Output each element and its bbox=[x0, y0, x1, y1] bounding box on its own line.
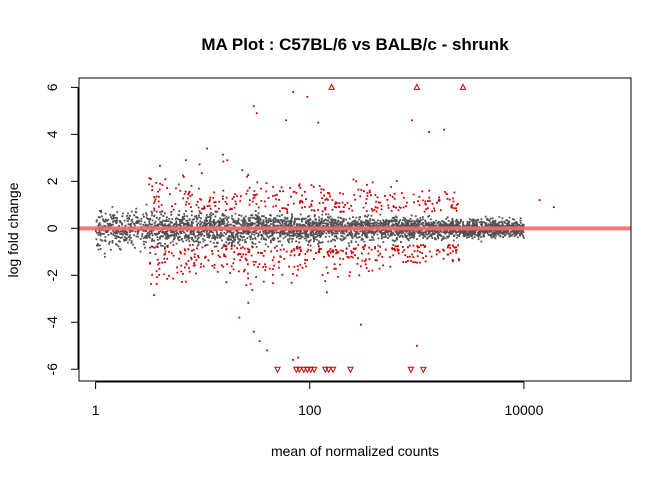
clipped-up-marker bbox=[459, 83, 467, 90]
clipped-down-marker bbox=[329, 366, 337, 374]
outlier-point bbox=[443, 128, 446, 131]
x-axis: 1 100 10000 bbox=[92, 381, 544, 418]
clipped-down-marker bbox=[274, 366, 281, 374]
outlier-point bbox=[317, 121, 320, 124]
outlier-point bbox=[292, 91, 295, 93]
outlier-point bbox=[359, 323, 362, 326]
y-tick-label: 0 bbox=[44, 224, 60, 232]
outlier-point bbox=[266, 349, 269, 352]
outlier-point bbox=[255, 112, 258, 115]
x-axis-label: mean of normalized counts bbox=[271, 443, 439, 459]
clipped-up-marker bbox=[413, 83, 421, 90]
outlier-point bbox=[538, 199, 541, 202]
clipped-down-marker bbox=[419, 366, 427, 374]
x-tick-label: 10000 bbox=[504, 402, 543, 418]
outlier-point bbox=[226, 159, 229, 162]
clipped-down-marker bbox=[303, 366, 311, 374]
plot-frame bbox=[78, 77, 632, 382]
outlier-point bbox=[292, 358, 295, 361]
y-axis-label: log fold change bbox=[5, 182, 21, 277]
y-tick-label: 2 bbox=[44, 177, 60, 185]
outlier-point bbox=[238, 316, 241, 319]
y-axis: -6 -4 -2 0 2 4 6 bbox=[44, 83, 79, 376]
outlier-point bbox=[206, 147, 209, 150]
clipped-down-marker bbox=[325, 366, 333, 374]
y-tick-label: -6 bbox=[44, 363, 60, 376]
y-tick-label: 6 bbox=[44, 83, 60, 91]
outlier-point bbox=[415, 344, 418, 347]
outlier-point bbox=[411, 119, 413, 122]
chart-title: MA Plot : C57BL/6 vs BALB/c - shrunk bbox=[201, 35, 509, 54]
outlier-point bbox=[258, 340, 261, 342]
outlier-point bbox=[246, 175, 249, 178]
outlier-point bbox=[285, 119, 287, 122]
clipped-down-marker bbox=[295, 366, 303, 374]
outlier-point bbox=[297, 356, 300, 359]
clipped-down-marker bbox=[310, 366, 318, 374]
clipped-down-marker bbox=[347, 366, 354, 374]
y-tick-label: -2 bbox=[44, 269, 60, 282]
x-tick-label: 100 bbox=[298, 402, 322, 418]
clipped-down-marker bbox=[307, 366, 315, 374]
clipped-down-marker bbox=[321, 366, 329, 374]
outlier-point bbox=[428, 131, 430, 133]
y-tick-label: 4 bbox=[44, 130, 60, 138]
outlier-point bbox=[552, 206, 555, 209]
outlier-point bbox=[306, 95, 309, 98]
outlier-point bbox=[252, 330, 255, 333]
outlier-point bbox=[252, 105, 255, 108]
clipped-down-marker bbox=[407, 366, 415, 374]
clipped-down-marker bbox=[300, 366, 308, 374]
clipped-up-marker bbox=[328, 83, 336, 90]
x-tick-label: 1 bbox=[92, 402, 100, 418]
y-tick-label: -4 bbox=[44, 316, 60, 329]
